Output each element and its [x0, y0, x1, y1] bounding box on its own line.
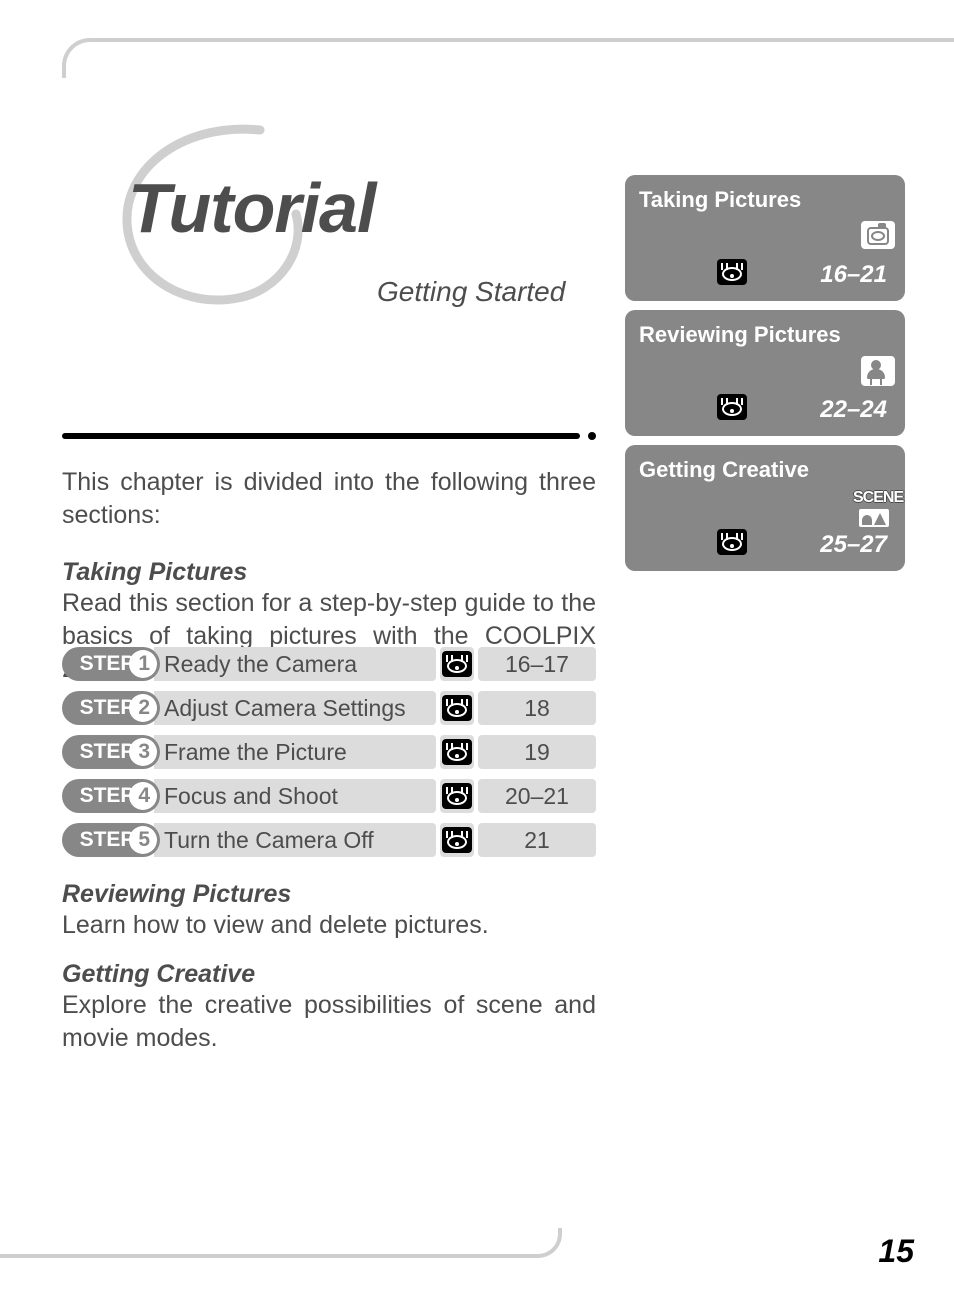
- step-row[interactable]: STEP 1 Ready the Camera 16–17: [62, 644, 596, 684]
- nav-title: Getting Creative: [639, 457, 891, 483]
- section-heading: Getting Creative: [62, 960, 596, 989]
- camera-icon: [861, 221, 895, 254]
- section-heading: Taking Pictures: [62, 558, 596, 587]
- nav-pages: 22–24: [820, 396, 887, 424]
- step-row[interactable]: STEP 2 Adjust Camera Settings 18: [62, 688, 596, 728]
- steps-table: STEP 1 Ready the Camera 16–17 STEP 2 Adj…: [62, 644, 596, 864]
- step-badge: STEP 4: [62, 779, 160, 813]
- manual-page: Tutorial Getting Started Taking Pictures…: [0, 0, 954, 1314]
- nav-title: Taking Pictures: [639, 187, 891, 213]
- page-title: Tutorial: [128, 168, 375, 248]
- section-heading: Reviewing Pictures: [62, 880, 596, 909]
- nav-pages: 25–27: [820, 531, 887, 559]
- reference-icon: [440, 823, 474, 857]
- reference-icon: [440, 779, 474, 813]
- step-label: Adjust Camera Settings: [154, 691, 436, 725]
- section-divider: [62, 430, 596, 442]
- nav-taking-pictures[interactable]: Taking Pictures 16–21: [625, 175, 905, 301]
- section-getting-creative: Getting Creative Explore the creative po…: [62, 940, 596, 1055]
- step-row[interactable]: STEP 4 Focus and Shoot 20–21: [62, 776, 596, 816]
- step-badge: STEP 3: [62, 735, 160, 769]
- step-row[interactable]: STEP 3 Frame the Picture 19: [62, 732, 596, 772]
- step-label: Turn the Camera Off: [154, 823, 436, 857]
- nav-title: Reviewing Pictures: [639, 322, 891, 348]
- step-badge: STEP 2: [62, 691, 160, 725]
- reference-icon: [440, 691, 474, 725]
- step-badge: STEP 5: [62, 823, 160, 857]
- nav-getting-creative[interactable]: Getting Creative SCENE 25–27: [625, 445, 905, 571]
- section-reviewing-pictures: Reviewing Pictures Learn how to view and…: [62, 860, 596, 942]
- step-row[interactable]: STEP 5 Turn the Camera Off 21: [62, 820, 596, 860]
- nav-pages: 16–21: [820, 261, 887, 289]
- intro-text: This chapter is divided into the followi…: [62, 466, 596, 532]
- reference-icon: [440, 735, 474, 769]
- step-pages: 20–21: [478, 779, 596, 813]
- step-label: Focus and Shoot: [154, 779, 436, 813]
- step-pages: 19: [478, 735, 596, 769]
- step-pages: 16–17: [478, 647, 596, 681]
- page-subtitle: Getting Started: [377, 276, 565, 308]
- bottom-rule: [0, 1228, 562, 1258]
- top-rule: [62, 38, 954, 78]
- step-label: Ready the Camera: [154, 647, 436, 681]
- nav-reviewing-pictures[interactable]: Reviewing Pictures 22–24: [625, 310, 905, 436]
- step-pages: 18: [478, 691, 596, 725]
- section-body: Explore the creative possibilities of sc…: [62, 989, 596, 1055]
- section-body: Learn how to view and delete pictures.: [62, 909, 596, 942]
- reference-icon: [717, 529, 747, 560]
- reference-icon: [440, 647, 474, 681]
- reference-icon: [717, 394, 747, 425]
- step-badge: STEP 1: [62, 647, 160, 681]
- page-number: 15: [878, 1233, 914, 1270]
- step-pages: 21: [478, 823, 596, 857]
- step-label: Frame the Picture: [154, 735, 436, 769]
- reference-icon: [717, 259, 747, 290]
- review-icon: [861, 356, 895, 391]
- scene-icon: SCENE: [855, 491, 895, 532]
